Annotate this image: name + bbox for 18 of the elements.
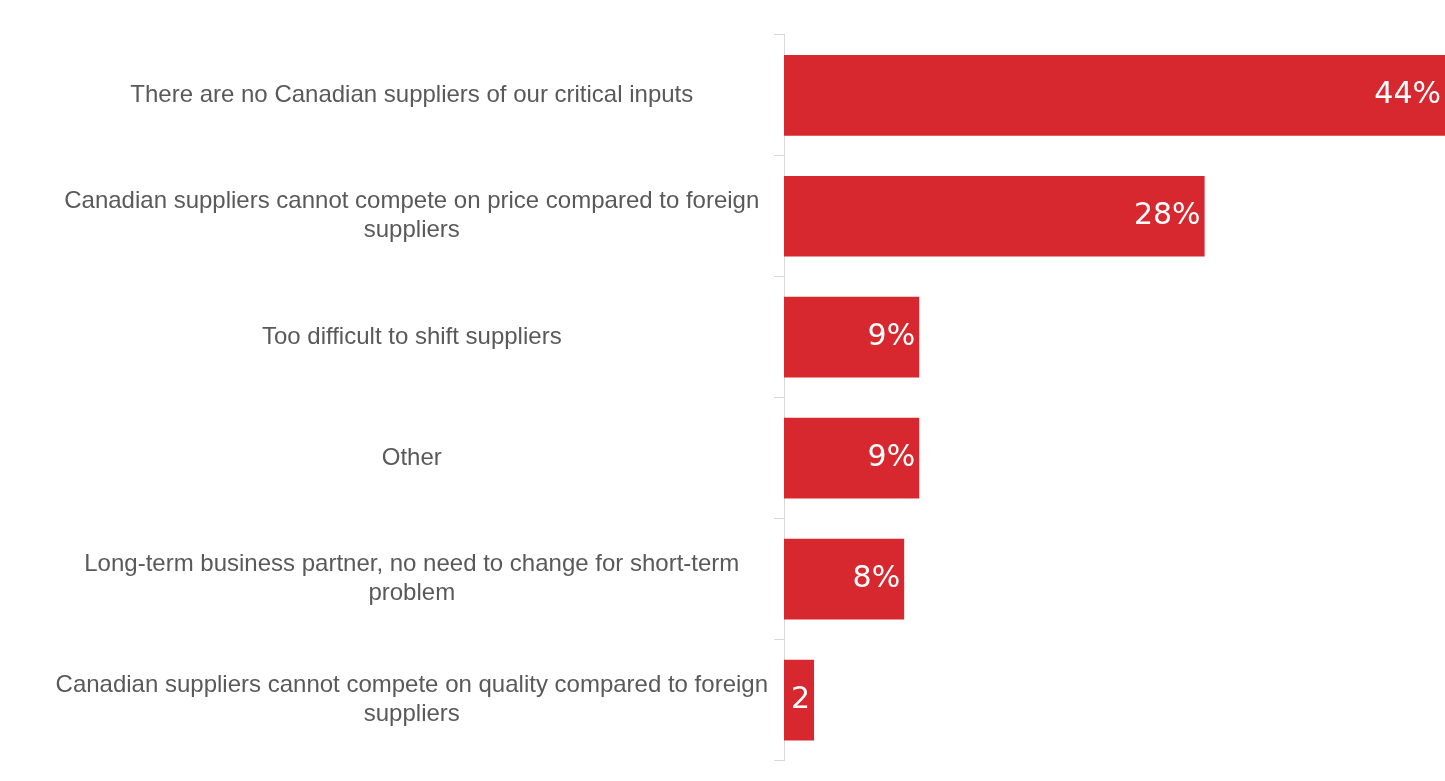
y-tick-label: Other: [381, 442, 442, 470]
data-label: 44%: [1374, 75, 1441, 111]
bar: [784, 175, 1205, 257]
y-tick-label: There are no Canadian suppliers of our critical inputs: [130, 79, 694, 107]
data-label: 8%: [852, 558, 901, 594]
y-tick-label: Canadian suppliers cannot compete on quality compared to foreign suppliers: [55, 670, 769, 727]
data-label: 9%: [867, 437, 916, 473]
bar: [784, 538, 905, 620]
bar: [784, 296, 920, 378]
y-tick-label: Canadian suppliers cannot compete on price compared to foreign suppliers: [64, 186, 760, 243]
bar: [784, 659, 815, 741]
y-tick-label: Too difficult to shift suppliers: [261, 321, 562, 349]
y-tick-label: Long-term business partner, no need to change for short-term problem: [84, 549, 740, 606]
bar: [784, 54, 1445, 136]
data-label: 28%: [1133, 196, 1201, 232]
data-label: 9%: [867, 317, 916, 353]
data-label: 2: [790, 679, 811, 715]
bar: [784, 417, 920, 499]
